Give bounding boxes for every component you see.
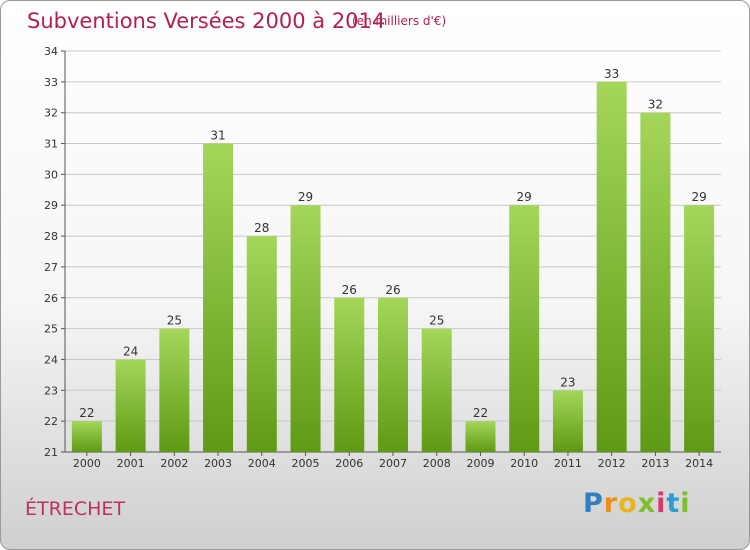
y-tick-label: 31	[44, 138, 58, 151]
x-tick-label: 2001	[117, 457, 145, 470]
bar	[115, 359, 146, 452]
data-label: 22	[473, 406, 488, 420]
y-tick-label: 27	[44, 261, 58, 274]
y-tick-label: 30	[44, 168, 58, 181]
x-tick-label: 2014	[685, 457, 713, 470]
data-label: 22	[79, 406, 94, 420]
data-label: 33	[604, 67, 619, 81]
y-tick-label: 33	[44, 76, 58, 89]
data-label: 32	[648, 98, 663, 112]
bar	[596, 81, 627, 452]
commune-name: ÉTRECHET	[25, 498, 125, 520]
x-tick-label: 2005	[292, 457, 320, 470]
logo-letter: i	[656, 488, 667, 519]
bar	[640, 112, 671, 452]
y-tick-label: 21	[44, 446, 58, 459]
data-label: 25	[167, 314, 182, 328]
data-label: 26	[342, 283, 357, 297]
data-label: 26	[385, 283, 400, 297]
y-tick-label: 23	[44, 384, 58, 397]
y-tick-label: 28	[44, 230, 58, 243]
bar	[509, 205, 540, 452]
logo-letter: P	[583, 488, 604, 519]
bar	[684, 205, 715, 452]
y-tick-label: 29	[44, 199, 58, 212]
logo-letter: r	[603, 488, 619, 519]
data-label: 25	[429, 314, 444, 328]
x-tick-label: 2004	[248, 457, 276, 470]
data-label: 29	[517, 190, 532, 204]
data-label: 24	[123, 344, 138, 358]
bar	[552, 390, 583, 452]
chart-subtitle: (en milliers d'€)	[352, 14, 447, 28]
x-tick-label: 2007	[379, 457, 407, 470]
x-tick-label: 2010	[510, 457, 538, 470]
bar	[71, 421, 102, 452]
x-tick-label: 2011	[554, 457, 582, 470]
x-tick-label: 2002	[160, 457, 188, 470]
logo-letter: x	[637, 488, 657, 519]
bar	[334, 297, 365, 452]
data-label: 29	[691, 190, 706, 204]
logo-letter: i	[680, 488, 691, 519]
x-tick-label: 2013	[641, 457, 669, 470]
bar	[203, 143, 234, 453]
y-tick-label: 26	[44, 292, 58, 305]
x-tick-label: 2006	[335, 457, 363, 470]
x-tick-label: 2008	[423, 457, 451, 470]
y-tick-label: 22	[44, 415, 58, 428]
bars	[71, 81, 715, 453]
y-tick-label: 34	[44, 45, 58, 58]
bar	[246, 236, 277, 452]
bar	[159, 328, 190, 452]
logo-letter: o	[618, 488, 638, 519]
x-tick-label: 2012	[598, 457, 626, 470]
logo-letter: t	[666, 488, 681, 519]
data-label: 23	[560, 375, 575, 389]
chart-title: Subventions Versées 2000 à 2014	[27, 9, 386, 33]
x-tick-label: 2009	[466, 457, 494, 470]
bar	[465, 421, 496, 452]
x-tick-label: 2000	[73, 457, 101, 470]
proxiti-logo: Proxiti	[583, 488, 691, 519]
y-tick-label: 25	[44, 323, 58, 336]
bar	[421, 328, 452, 452]
bar	[378, 297, 408, 452]
y-tick-label: 32	[44, 107, 58, 120]
data-label: 28	[254, 221, 269, 235]
data-label: 31	[210, 129, 225, 143]
y-tick-label: 24	[44, 353, 58, 366]
x-tick-label: 2003	[204, 457, 232, 470]
value-labels: 22 24 25 31 28 29 26 26 25 22 29 23 33 32 29	[79, 67, 707, 420]
axes: 21 22 23 24 25 26 27 28 29 30 31 32 33 34 2000 2001 2002…	[44, 45, 721, 470]
data-label: 29	[298, 190, 313, 204]
bar	[290, 205, 321, 452]
